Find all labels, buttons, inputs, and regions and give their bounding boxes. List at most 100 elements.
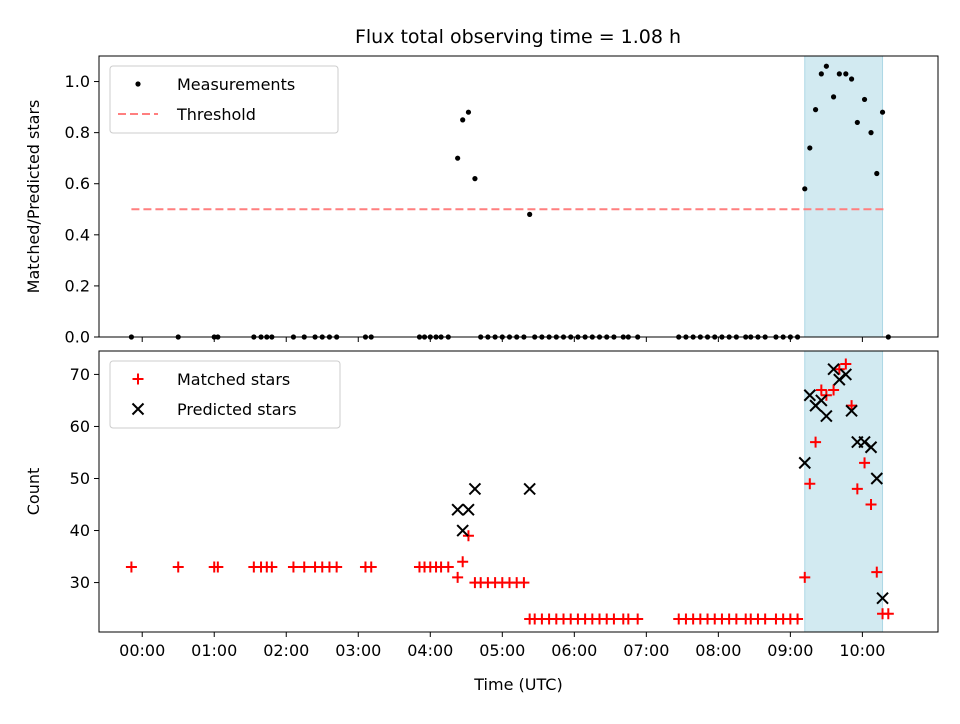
y-tick-label: 30 [70, 573, 90, 592]
data-point [212, 561, 224, 573]
data-point [798, 456, 811, 470]
y-tick-label: 70 [70, 365, 90, 384]
data-point [840, 358, 852, 370]
data-point [452, 571, 464, 583]
legend-box [109, 360, 341, 429]
data-point [807, 145, 813, 151]
data-point [457, 556, 469, 568]
data-point [125, 561, 137, 573]
legend-label: Matched stars [177, 370, 290, 389]
y-tick-label: 40 [70, 521, 90, 540]
y-tick-label: 0.4 [65, 225, 90, 244]
data-point [815, 384, 827, 396]
series-matched-stars [125, 358, 894, 625]
y-tick-label: 0.8 [65, 123, 90, 142]
data-point [632, 613, 644, 625]
data-point [839, 368, 853, 381]
x-axis-label: Time (UTC) [473, 675, 562, 694]
legend-marker [135, 81, 141, 87]
data-point [518, 577, 530, 589]
data-point [879, 109, 886, 115]
data-point [846, 400, 858, 412]
highlight-span [804, 350, 884, 633]
y-tick-label: 50 [70, 469, 90, 488]
data-point [865, 499, 877, 511]
data-point [876, 591, 889, 605]
data-point [266, 561, 278, 573]
data-point [462, 503, 475, 516]
data-point [836, 71, 842, 77]
x-tick-label: 09:00 [767, 641, 813, 660]
data-point [802, 186, 808, 192]
y-axis-label: Matched/Predicted stars [24, 100, 43, 294]
legend-marker [132, 373, 144, 385]
panel-top: 0.0 0.2 0.4 0.6 0.8 1.0 Matched/Predicted star… [24, 55, 939, 347]
data-point [833, 363, 845, 375]
panel-bottom: 30 40 50 60 70 00:00 01:00 02:00 03:00 04:00 05:00… [24, 350, 939, 694]
data-point [298, 561, 310, 573]
data-point [365, 561, 377, 573]
data-point [468, 482, 482, 496]
legend-label: Predicted stars [177, 400, 297, 419]
data-point [827, 363, 840, 376]
data-point [799, 571, 811, 583]
y-tick-label: 0.0 [65, 328, 90, 347]
legend-box [109, 65, 339, 134]
series-predicted-stars [451, 363, 889, 605]
data-point [803, 389, 817, 402]
data-point [848, 76, 855, 82]
data-point [864, 441, 878, 454]
legend: Measurements Threshold [109, 65, 339, 134]
chart-title: Flux total observing time = 1.08 h [355, 26, 681, 48]
data-point [527, 211, 533, 217]
legend-label: Threshold [176, 105, 256, 124]
data-point [460, 117, 466, 123]
legend-marker [131, 402, 145, 416]
data-point [874, 170, 880, 177]
data-point [622, 613, 634, 625]
data-point [859, 457, 871, 469]
x-tick-label: 06:00 [551, 641, 597, 660]
y-tick-label: 0.2 [65, 276, 90, 295]
data-point [804, 478, 816, 490]
legend-label: Measurements [177, 75, 295, 94]
data-point [608, 613, 620, 625]
data-point [851, 483, 863, 495]
data-point [451, 503, 464, 516]
data-point [465, 109, 472, 115]
data-point [830, 94, 837, 100]
y-tick-label: 0.6 [65, 174, 90, 193]
data-point [815, 394, 828, 407]
y-tick-label: 1.0 [65, 72, 90, 91]
x-tick-label: 02:00 [263, 641, 309, 660]
x-tick-label: 03:00 [335, 641, 381, 660]
data-point [818, 71, 824, 77]
data-point [456, 524, 469, 537]
data-point [287, 561, 299, 573]
data-point [812, 107, 819, 113]
axes-frame [98, 55, 939, 338]
y-axis-label: Count [24, 468, 43, 516]
data-point [868, 130, 874, 136]
data-point [823, 63, 829, 69]
data-point [472, 176, 478, 182]
data-point [820, 409, 833, 423]
y-tick-label: 60 [70, 417, 90, 436]
data-point [730, 613, 742, 625]
x-tick-label: 05:00 [479, 641, 525, 660]
x-tick-label: 07:00 [623, 641, 669, 660]
data-point [455, 155, 461, 161]
data-point [523, 482, 536, 496]
x-tick-label: 08:00 [695, 641, 741, 660]
axes-frame [98, 350, 939, 633]
legend: Matched stars Predicted stars [109, 360, 341, 429]
data-point [871, 566, 883, 578]
data-point [442, 561, 454, 573]
x-tick-label: 10:00 [839, 641, 885, 660]
x-tick-label: 01:00 [191, 641, 237, 660]
data-point [861, 96, 868, 103]
data-point [759, 613, 771, 625]
data-point [882, 608, 894, 620]
